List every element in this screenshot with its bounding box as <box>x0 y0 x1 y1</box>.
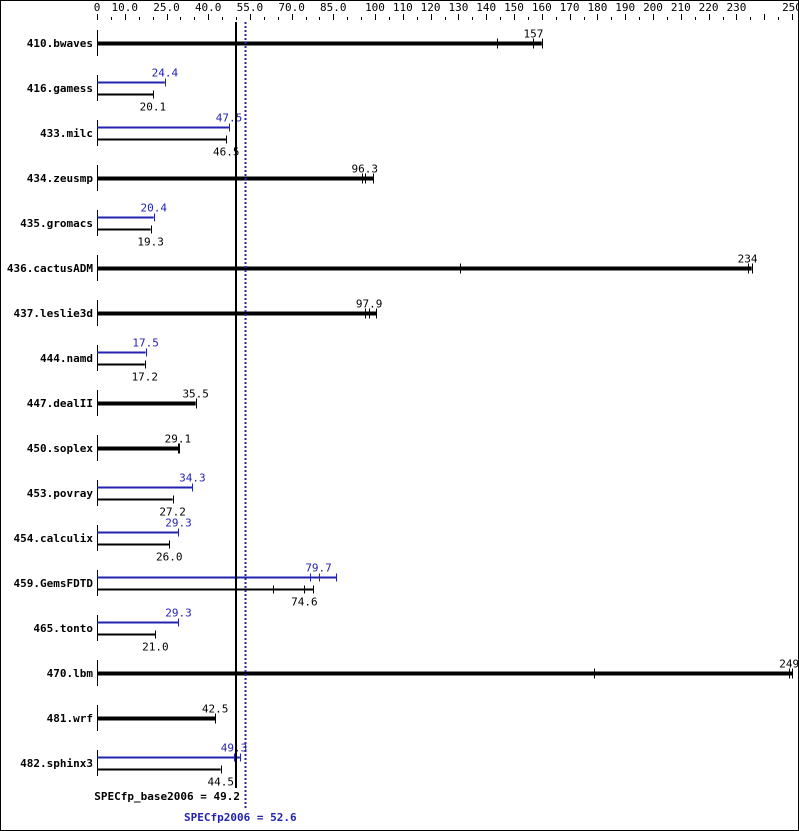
axis-tick-label: 70.0 <box>278 1 305 14</box>
peak-value-label: 79.7 <box>305 562 332 575</box>
benchmark-label: 465.tonto <box>33 622 93 635</box>
peak-value-label: 24.4 <box>152 67 179 80</box>
base-value-label: 74.6 <box>291 596 318 609</box>
axis-tick-label: 10.0 <box>112 1 139 14</box>
benchmark-label: 453.povray <box>27 487 94 500</box>
benchmark-label: 481.wrf <box>47 712 93 725</box>
base-value-label: 21.0 <box>142 641 169 654</box>
axis-tick-label: 220 <box>699 1 719 14</box>
peak-value-label: 29.3 <box>165 607 192 620</box>
base-value-label: 35.5 <box>182 388 209 401</box>
base-value-label: 26.0 <box>156 551 183 564</box>
axis-tick-label: 140 <box>476 1 496 14</box>
base-value-label: 97.9 <box>356 298 383 311</box>
base-value-label: 42.5 <box>202 703 229 716</box>
reference-label-base: SPECfp_base2006 = 49.2 <box>94 790 240 803</box>
axis-tick-label: 100 <box>365 1 385 14</box>
base-value-label: 44.5 <box>207 776 234 789</box>
peak-value-label: 49.3 <box>221 742 248 755</box>
base-value-label: 29.1 <box>165 433 192 446</box>
axis-tick-label: 55.0 <box>237 1 264 14</box>
axis-tick-label: 180 <box>587 1 607 14</box>
axis-tick-label: 110 <box>393 1 413 14</box>
base-value-label: 157 <box>524 28 544 41</box>
peak-value-label: 34.3 <box>179 472 206 485</box>
axis-tick-label: 130 <box>448 1 468 14</box>
benchmark-label: 434.zeusmp <box>27 172 94 185</box>
axis-tick-label: 160 <box>532 1 552 14</box>
base-value-label: 234 <box>738 253 758 266</box>
axis-tick-label: 210 <box>671 1 691 14</box>
benchmark-label: 410.bwaves <box>27 37 93 50</box>
base-value-label: 19.3 <box>137 236 164 249</box>
benchmark-label: 482.sphinx3 <box>20 757 93 770</box>
base-value-label: 20.1 <box>140 101 167 114</box>
benchmark-label: 444.namd <box>40 352 93 365</box>
axis-tick-label: 230 <box>726 1 746 14</box>
peak-value-label: 20.4 <box>140 202 167 215</box>
base-value-label: 46.5 <box>213 146 240 159</box>
axis-tick-label: 85.0 <box>320 1 347 14</box>
peak-value-label: 29.3 <box>165 517 192 530</box>
axis-tick-label: 190 <box>615 1 635 14</box>
benchmark-label: 435.gromacs <box>20 217 93 230</box>
benchmark-label: 437.leslie3d <box>14 307 93 320</box>
benchmark-label: 454.calculix <box>14 532 94 545</box>
reference-label-peak: SPECfp2006 = 52.6 <box>184 811 297 824</box>
axis-tick-label: 150 <box>504 1 524 14</box>
base-value-label: 27.2 <box>159 506 186 519</box>
axis-tick-label: 200 <box>643 1 663 14</box>
base-value-label: 17.2 <box>132 371 159 384</box>
benchmark-label: 447.dealII <box>27 397 93 410</box>
benchmark-label: 470.lbm <box>47 667 94 680</box>
benchmark-label: 459.GemsFDTD <box>14 577 94 590</box>
peak-value-label: 47.5 <box>216 112 243 125</box>
base-value-label: 249 <box>779 658 799 671</box>
axis-tick-label: 25.0 <box>153 1 180 14</box>
benchmark-label: 416.gamess <box>27 82 93 95</box>
benchmark-label: 436.cactusADM <box>7 262 93 275</box>
base-value-label: 96.3 <box>351 163 378 176</box>
axis-tick-label: 120 <box>421 1 441 14</box>
benchmark-label: 433.milc <box>40 127 93 140</box>
peak-value-label: 17.5 <box>132 337 159 350</box>
benchmark-label: 450.soplex <box>27 442 94 455</box>
axis-tick-label: 0 <box>94 1 101 14</box>
axis-tick-label: 170 <box>560 1 580 14</box>
axis-tick-label: 250 <box>782 1 799 14</box>
axis-tick-label: 40.0 <box>195 1 222 14</box>
